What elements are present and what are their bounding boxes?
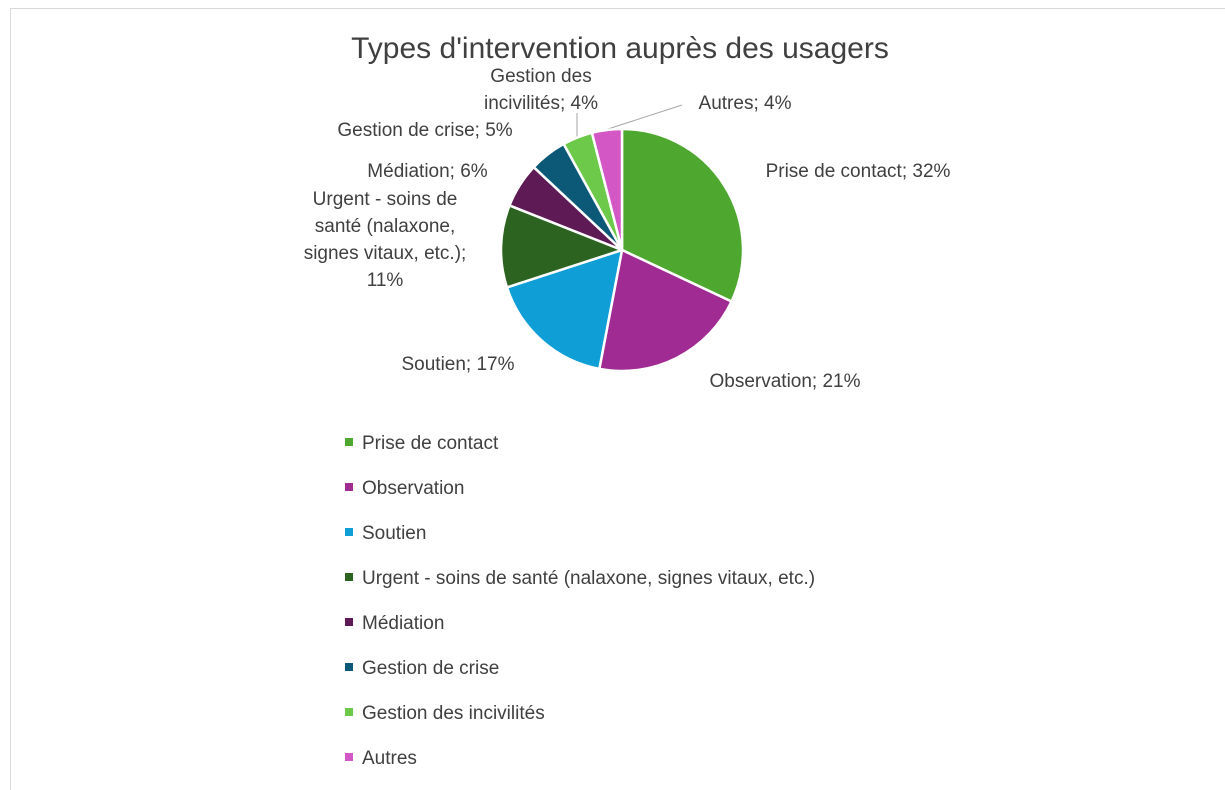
chart-frame xyxy=(10,8,1225,790)
legend-label: Soutien xyxy=(362,523,427,544)
legend-swatch xyxy=(345,437,353,446)
legend-label: Urgent - soins de santé (nalaxone, signe… xyxy=(362,568,816,589)
legend-label: Médiation xyxy=(362,613,445,634)
legend-swatch xyxy=(345,707,353,716)
pie-slice xyxy=(598,248,733,373)
legend-swatch xyxy=(345,662,353,671)
pie-slice xyxy=(499,204,624,289)
data-label: Observation; 21% xyxy=(709,371,861,392)
legend-item: Soutien xyxy=(345,522,426,546)
legend-item: Gestion de crise xyxy=(345,657,499,681)
legend-item: Gestion des incivilités xyxy=(345,702,545,726)
legend-label: Autres xyxy=(362,748,417,769)
data-label: Gestion des incivilités; 4% xyxy=(483,66,599,114)
data-label: Soutien; 17% xyxy=(401,354,515,375)
legend-item: Urgent - soins de santé (nalaxone, signe… xyxy=(345,567,815,591)
legend-swatch xyxy=(345,482,353,491)
data-label: Autres; 4% xyxy=(698,93,792,114)
data-label: Gestion de crise; 5% xyxy=(337,120,513,141)
legend-swatch xyxy=(345,572,353,581)
legend-item: Observation xyxy=(345,477,464,501)
pie-slice xyxy=(590,127,624,252)
chart-title: Types d'intervention auprès des usagers xyxy=(351,32,889,65)
leader-line xyxy=(604,104,683,131)
legend-label: Gestion des incivilités xyxy=(362,703,545,724)
legend-label: Observation xyxy=(362,478,465,499)
legend-label: Gestion de crise xyxy=(362,658,500,679)
data-label: Prise de contact; 32% xyxy=(765,161,951,182)
legend-item: Autres xyxy=(345,747,417,771)
pie-slice xyxy=(620,127,745,303)
legend-label: Prise de contact xyxy=(362,433,499,454)
legend-item: Médiation xyxy=(345,612,444,636)
legend-swatch xyxy=(345,752,353,761)
pie-slice xyxy=(505,248,624,371)
data-label: Médiation; 6% xyxy=(367,161,488,182)
legend-item: Prise de contact xyxy=(345,432,498,456)
legend-swatch xyxy=(345,617,353,626)
data-label: Urgent - soins de santé (nalaxone, signe… xyxy=(303,189,467,291)
legend-swatch xyxy=(345,527,353,536)
